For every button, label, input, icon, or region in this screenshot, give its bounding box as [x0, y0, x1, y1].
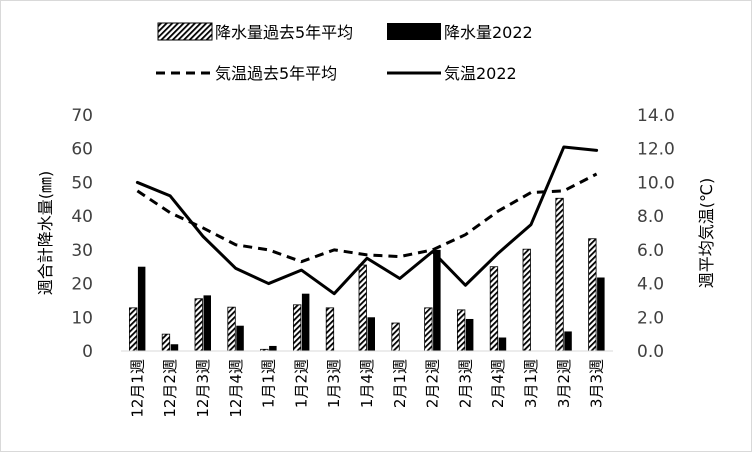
- bar-precip-avg-6: [292, 304, 302, 352]
- bar-precip-avg-10: [424, 307, 433, 352]
- left-tick-label: 60: [71, 140, 93, 160]
- category-label: 2月2週: [424, 359, 442, 408]
- right-tick-label: 8.0: [637, 207, 664, 227]
- legend: 降水量過去5年平均 降水量2022 気温過去5年平均 気温2022: [156, 22, 533, 83]
- left-tick-label: 10: [71, 308, 93, 328]
- right-tick-label: 6.0: [637, 241, 664, 261]
- bar-precip-2022-1: [137, 266, 146, 351]
- bar-precip-2022-10: [433, 249, 441, 351]
- bar-precip-avg-14: [555, 197, 564, 352]
- bar-precip-2022-14: [564, 331, 572, 351]
- bar-precip-avg-1: [128, 307, 138, 352]
- left-tick-label: 70: [71, 106, 93, 126]
- bar-precip-2022-15: [597, 277, 605, 351]
- legend-label: 気温2022: [444, 64, 517, 83]
- bar-precip-avg-9: [391, 322, 400, 352]
- right-tick-label: 14.0: [637, 106, 675, 126]
- bar-precip-avg-8: [358, 264, 367, 352]
- bar-precip-avg-7: [325, 307, 335, 352]
- bar-precip-2022-8: [367, 317, 375, 351]
- category-label: 1月4週: [358, 359, 376, 408]
- bar-precip-avg-4: [227, 306, 236, 352]
- line-layer: [135, 145, 599, 296]
- category-label: 1月3週: [325, 359, 343, 408]
- left-axis-ticks: 0 10 20 30 40 50 60 70: [71, 106, 93, 362]
- bar-precip-avg-11: [456, 309, 466, 352]
- right-tick-label: 2.0: [637, 308, 664, 328]
- left-tick-label: 20: [71, 275, 93, 295]
- right-tick-label: 0.0: [637, 342, 664, 362]
- category-label: 12月1週: [128, 359, 146, 418]
- line-temp-2022: [135, 145, 599, 296]
- right-tick-label: 12.0: [637, 140, 675, 160]
- bar-precip-2022-12: [498, 337, 507, 351]
- category-label: 1月1週: [260, 359, 278, 408]
- category-label: 12月3週: [194, 359, 212, 418]
- right-tick-label: 4.0: [637, 275, 664, 295]
- bar-precip-avg-2: [161, 333, 171, 352]
- legend-swatch-precip-2022: [387, 23, 441, 40]
- bar-precip-2022-3: [203, 295, 211, 351]
- category-label: 3月2週: [555, 359, 573, 408]
- bar-precip-2022-6: [301, 293, 310, 351]
- category-label: 2月3週: [456, 359, 474, 408]
- right-axis-title: 週平均気温(℃): [697, 178, 716, 288]
- bar-precip-2022-11: [465, 318, 474, 351]
- bar-precip-avg-12: [489, 266, 499, 352]
- left-tick-label: 30: [71, 241, 93, 261]
- line-temp-avg: [136, 172, 598, 264]
- category-label: 3月3週: [588, 359, 606, 408]
- left-axis-title: 週合計降水量(㎜): [36, 171, 55, 296]
- right-tick-label: 10.0: [637, 173, 675, 193]
- category-label: 12月4週: [227, 359, 245, 418]
- legend-label: 降水量2022: [444, 23, 533, 42]
- category-label: 12月2週: [161, 359, 179, 418]
- category-label: 2月1週: [391, 359, 409, 408]
- left-tick-label: 0: [82, 342, 93, 362]
- category-labels: 12月1週 12月2週 12月3週 12月4週 1月1週 1月2週 1月3週 1月4週 2月1週…: [128, 359, 605, 418]
- category-label: 2月4週: [489, 359, 507, 408]
- left-tick-label: 50: [71, 173, 93, 193]
- bar-precip-avg-3: [194, 298, 203, 352]
- legend-swatch-precip-avg: [157, 22, 213, 41]
- bar-precip-2022-5: [269, 345, 277, 351]
- category-label: 3月1週: [522, 359, 540, 408]
- bar-precip-avg-13: [522, 248, 531, 352]
- bar-precip-2022-2: [170, 344, 179, 351]
- bar-precip-avg-15: [588, 238, 597, 352]
- legend-label: 気温過去5年平均: [215, 64, 337, 83]
- bar-precip-2022-4: [236, 325, 244, 351]
- left-tick-label: 40: [71, 207, 93, 227]
- category-label: 1月2週: [292, 359, 310, 408]
- right-axis-ticks: 0.0 2.0 4.0 6.0 8.0 10.0 12.0 14.0: [637, 106, 675, 362]
- legend-label: 降水量過去5年平均: [215, 23, 353, 42]
